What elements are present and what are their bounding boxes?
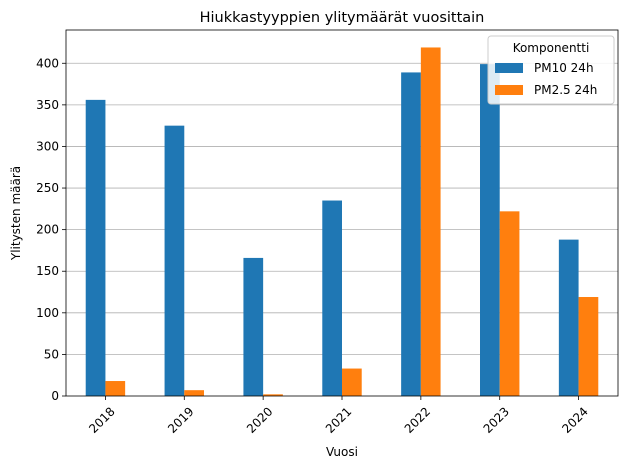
chart-title: Hiukkastyyppien ylitymäärät vuosittain [200, 10, 485, 26]
bar-pm10-2020 [243, 257, 264, 396]
y-axis: 0 50 100 150 200 250 300 350 400 [36, 56, 66, 403]
x-tick-label: 2018 [86, 404, 117, 435]
bar-pm10-2021 [322, 200, 342, 396]
x-axis-label: Vuosi [326, 445, 358, 459]
bar-pm25-2022 [420, 47, 441, 397]
x-tick-label: 2024 [559, 404, 590, 435]
y-tick-label: 150 [36, 264, 59, 278]
legend-label-pm25: PM2.5 24h [534, 83, 597, 97]
y-tick-label: 250 [36, 181, 59, 195]
bar-pm10-2018 [85, 99, 106, 396]
bar-pm25-2023 [499, 211, 520, 396]
bar-pm25-2024 [578, 297, 599, 396]
y-tick-label: 350 [36, 98, 59, 112]
x-tick-label: 2019 [165, 404, 196, 435]
bar-pm25-2021 [342, 368, 362, 396]
y-tick-label: 50 [44, 347, 59, 361]
legend: Komponentti PM10 24h PM2.5 24h [487, 35, 615, 105]
y-tick-label: 400 [36, 56, 59, 70]
bar-pm10-2023 [480, 64, 500, 396]
bars [85, 47, 599, 397]
legend-title: Komponentti [513, 41, 590, 55]
y-tick-label: 300 [36, 139, 59, 153]
y-tick-label: 100 [36, 306, 59, 320]
legend-label-pm10: PM10 24h [534, 61, 594, 75]
x-tick-label: 2021 [323, 404, 354, 435]
y-tick-label: 200 [36, 223, 59, 237]
bar-pm25-2018 [105, 381, 126, 396]
y-tick-label: 0 [51, 389, 59, 403]
bar-pm10-2024 [558, 239, 579, 396]
x-tick-label: 2023 [481, 404, 512, 435]
bar-pm10-2019 [164, 125, 185, 396]
bar-pm25-2019 [184, 390, 204, 396]
x-axis: 2018 2019 2020 2021 2022 2023 2024 [86, 396, 591, 436]
x-tick-label: 2020 [244, 404, 275, 435]
legend-swatch-pm10 [495, 63, 523, 73]
x-tick-label: 2022 [402, 404, 433, 435]
bar-pm10-2022 [401, 72, 421, 396]
bar-pm25-2020 [263, 394, 283, 396]
legend-swatch-pm25 [495, 85, 523, 95]
y-axis-label: Ylitysten määrä [9, 166, 23, 261]
